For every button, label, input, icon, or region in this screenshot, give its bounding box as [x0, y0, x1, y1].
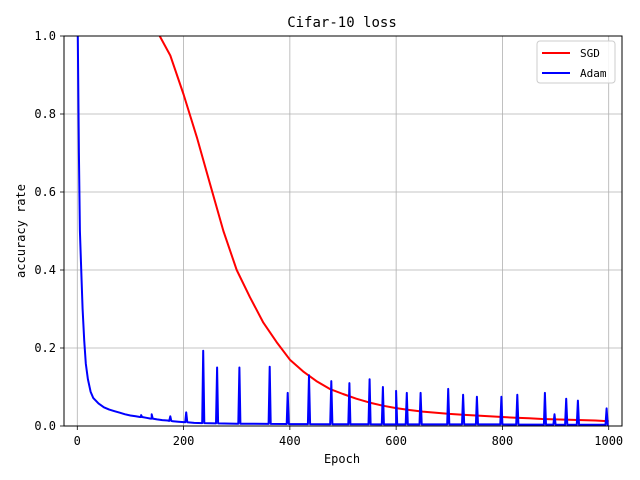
plot-area-frame	[63, 35, 623, 427]
x-tick-label: 400	[279, 434, 301, 448]
chart-title: Cifar-10 loss	[287, 15, 397, 31]
legend-label: Adam	[580, 67, 607, 80]
y-axis-ticks: 0.0 0.2 0.4 0.6 0.8 1.0	[34, 29, 64, 433]
x-tick-label: 600	[385, 434, 407, 448]
y-axis-label: accuracy rate	[14, 184, 28, 278]
series-line-adam	[76, 35, 609, 426]
series-lines	[76, 35, 609, 426]
y-tick-label: 0.4	[34, 263, 56, 277]
y-tick-label: 0.6	[34, 185, 56, 199]
x-tick-label: 0	[74, 434, 81, 448]
legend-label: SGD	[580, 47, 600, 60]
y-tick-label: 0.8	[34, 107, 56, 121]
y-tick-label: 1.0	[34, 29, 56, 43]
x-tick-label: 200	[173, 434, 195, 448]
grid	[64, 35, 622, 427]
y-tick-label: 0.2	[34, 341, 56, 355]
y-tick-label: 0.0	[34, 419, 56, 433]
x-tick-label: 800	[492, 434, 514, 448]
legend: SGD Adam	[536, 40, 616, 84]
x-axis-ticks: 0 200 400 600 800 1000	[74, 426, 623, 448]
x-axis-label: Epoch	[324, 452, 360, 466]
x-tick-label: 1000	[594, 434, 623, 448]
